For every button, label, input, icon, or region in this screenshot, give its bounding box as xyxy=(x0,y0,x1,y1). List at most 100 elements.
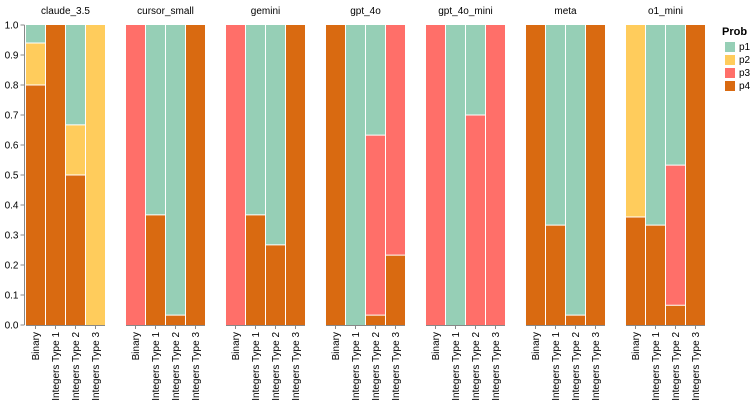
facet-cursor_small: cursor_small Binary Integers Type 1 Integer… xyxy=(126,6,205,401)
legend-swatch-p3 xyxy=(725,68,735,78)
bar-segment-p4 xyxy=(526,25,545,325)
x-tick-label: Integers Type 3 xyxy=(591,332,602,401)
bar-segment-p1 xyxy=(146,25,165,215)
legend-label-p2: p2 xyxy=(739,55,751,66)
bar-segment-p2 xyxy=(66,124,85,175)
bar-segment-p4 xyxy=(626,217,645,325)
facet-gpt_4o: gpt_4o Binary Integers Type 1 Integers Type… xyxy=(326,6,405,401)
x-tick-label: Integers Type 2 xyxy=(171,332,182,401)
bar-segment-p4 xyxy=(186,25,205,325)
facet-o1_mini: o1_mini Binary Integers Type 1 Integers Typ… xyxy=(626,6,705,401)
bar-segment-p4 xyxy=(686,25,705,325)
y-tick-label: 0.4 xyxy=(5,201,19,212)
x-tick-label: Binary xyxy=(631,332,642,360)
x-tick-label: Integers Type 1 xyxy=(251,332,262,401)
legend-label-p3: p3 xyxy=(739,68,751,79)
bar-segment-p1 xyxy=(346,25,365,325)
facet-title: o1_mini xyxy=(648,6,683,17)
bar-segment-p1 xyxy=(666,25,685,166)
bar-segment-p4 xyxy=(586,25,605,325)
y-tick-label: 0.6 xyxy=(5,141,19,152)
bar-segment-p1 xyxy=(166,25,185,316)
bar-segment-p3 xyxy=(126,25,145,325)
bar-segment-p4 xyxy=(66,175,85,325)
x-tick-label: Integers Type 1 xyxy=(651,332,662,401)
facet-panels: claude_3.5 Binary Integers Type 1 Integers … xyxy=(26,6,705,401)
x-tick-label: Integers Type 1 xyxy=(351,332,362,401)
bar-segment-p4 xyxy=(326,25,345,325)
bar-segment-p2 xyxy=(26,43,45,85)
bar-segment-p3 xyxy=(386,25,405,256)
bar-segment-p1 xyxy=(566,25,585,316)
x-tick-label: Integers Type 1 xyxy=(451,332,462,401)
bar-segment-p2 xyxy=(86,25,105,325)
bar-segment-p4 xyxy=(166,315,185,325)
x-tick-label: Binary xyxy=(431,332,442,360)
x-tick-label: Integers Type 3 xyxy=(291,332,302,401)
bar-segment-p4 xyxy=(646,225,665,325)
bar-segment-p4 xyxy=(566,315,585,325)
y-tick-label: 0.3 xyxy=(5,231,19,242)
bar-segment-p4 xyxy=(666,305,685,325)
bar-segment-p1 xyxy=(266,25,285,245)
bar-segment-p1 xyxy=(246,25,265,215)
bar-segment-p3 xyxy=(486,25,505,325)
bar-segment-p4 xyxy=(386,255,405,325)
y-axis: 0.0 0.1 0.2 0.3 0.4 0.5 0.6 0.7 0.8 0.9 1.0 xyxy=(5,21,25,332)
legend-swatch-p4 xyxy=(725,81,735,91)
y-tick-label: 0.9 xyxy=(5,51,19,62)
x-tick-label: Integers Type 1 xyxy=(551,332,562,401)
bar-segment-p3 xyxy=(366,135,385,316)
facet-title: gpt_4o_mini xyxy=(438,6,492,17)
bar-segment-p4 xyxy=(546,225,565,325)
bar-segment-p1 xyxy=(26,25,45,43)
facet-meta: meta Binary Integers Type 1 Integers Type 2… xyxy=(526,6,605,401)
bar-segment-p1 xyxy=(546,25,565,226)
bar-segment-p4 xyxy=(366,315,385,325)
bar-segment-p1 xyxy=(466,25,485,115)
facet-title: claude_3.5 xyxy=(41,6,90,17)
facet-title: gpt_4o xyxy=(350,6,381,17)
bar-segment-p4 xyxy=(146,214,165,325)
bar-segment-p1 xyxy=(66,25,85,125)
x-tick-label: Integers Type 1 xyxy=(51,332,62,401)
x-tick-label: Integers Type 2 xyxy=(571,332,582,401)
x-tick-label: Binary xyxy=(131,332,142,360)
x-tick-label: Integers Type 2 xyxy=(271,332,282,401)
facet-title: cursor_small xyxy=(137,6,194,17)
x-tick-label: Integers Type 3 xyxy=(91,332,102,401)
bar-segment-p3 xyxy=(426,25,445,325)
x-tick-label: Binary xyxy=(31,332,42,360)
legend-label-p4: p4 xyxy=(739,81,751,92)
facet-title: gemini xyxy=(251,6,280,17)
x-tick-label: Integers Type 3 xyxy=(191,332,202,401)
y-tick-label: 0.7 xyxy=(5,111,19,122)
y-tick-label: 0.2 xyxy=(5,261,19,272)
x-tick-label: Integers Type 3 xyxy=(691,332,702,401)
x-tick-label: Binary xyxy=(531,332,542,360)
bar-segment-p1 xyxy=(446,25,465,325)
facet-gpt_4o_mini: gpt_4o_mini Binary Integers Type 1 Integers… xyxy=(426,6,505,401)
y-tick-label: 0.5 xyxy=(5,171,19,182)
bar-segment-p3 xyxy=(226,25,245,325)
bar-segment-p1 xyxy=(646,25,665,226)
facet-claude_3.5: claude_3.5 Binary Integers Type 1 Integers … xyxy=(26,6,105,401)
legend-title: Prob xyxy=(722,26,747,38)
bar-segment-p1 xyxy=(366,25,385,136)
x-tick-label: Integers Type 2 xyxy=(371,332,382,401)
x-tick-label: Integers Type 1 xyxy=(151,332,162,401)
y-tick-label: 0.1 xyxy=(5,291,19,302)
x-tick-label: Binary xyxy=(231,332,242,360)
y-tick-label: 0.0 xyxy=(5,321,19,332)
legend: Prob p1 p2 p3 p4 xyxy=(722,26,751,92)
x-tick-label: Integers Type 3 xyxy=(391,332,402,401)
bar-segment-p4 xyxy=(286,25,305,325)
facet-title: meta xyxy=(554,6,577,17)
bar-segment-p4 xyxy=(246,214,265,325)
bar-segment-p4 xyxy=(266,244,285,325)
y-tick-label: 0.8 xyxy=(5,81,19,92)
bar-segment-p3 xyxy=(666,165,685,306)
bar-segment-p4 xyxy=(46,25,65,325)
x-tick-label: Integers Type 3 xyxy=(491,332,502,401)
